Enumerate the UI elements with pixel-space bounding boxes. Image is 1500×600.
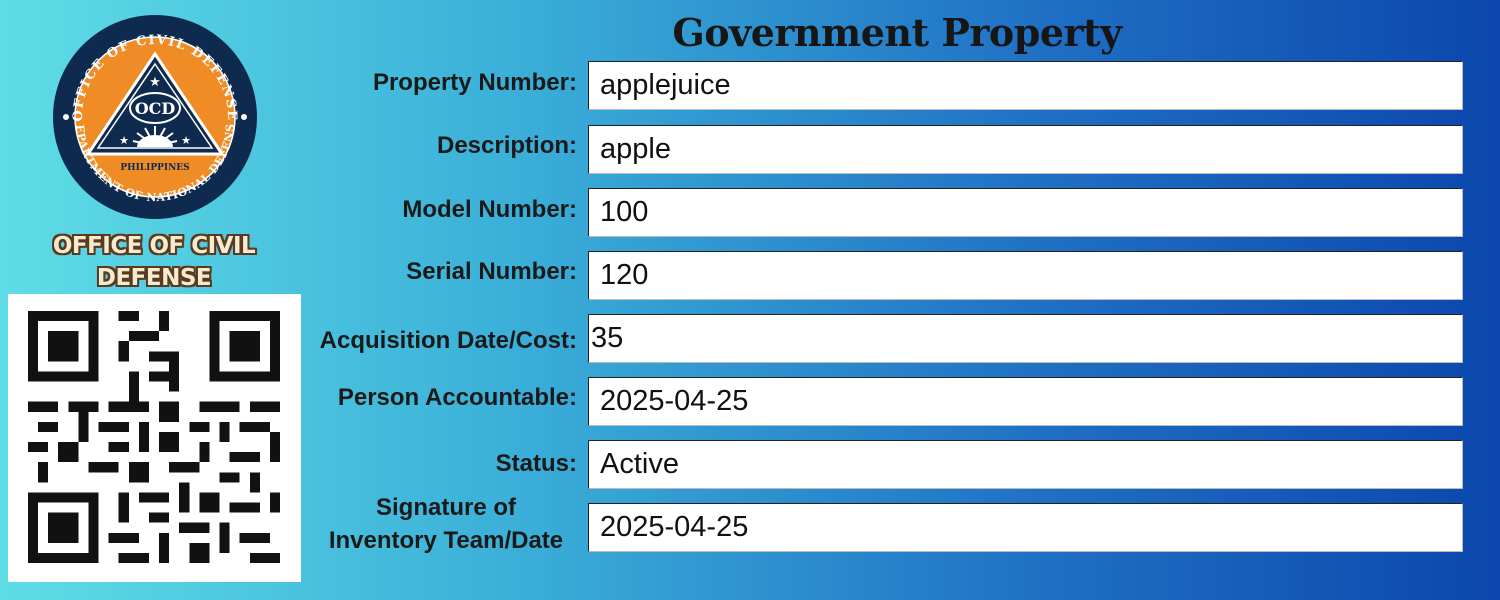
- serial-number-label: Serial Number:: [406, 258, 577, 285]
- model-number-field[interactable]: 100: [588, 188, 1463, 237]
- status-label: Status:: [495, 450, 577, 477]
- property-number-field[interactable]: applejuice: [588, 61, 1463, 110]
- star-icon: ★: [149, 75, 161, 90]
- organization-name-line1: OFFICE OF CIVIL: [52, 233, 256, 259]
- status-field[interactable]: Active: [588, 440, 1463, 489]
- ocd-seal-logo: OFFICE OF CIVIL DEFENSE DEPARTMENT OF NA…: [52, 14, 257, 219]
- person-accountable-label: Person Accountable:: [337, 384, 577, 411]
- signature-inventory-team-date-label: Signature of Inventory Team/Date: [315, 491, 577, 557]
- signature-inventory-team-date-field[interactable]: 2025-04-25: [588, 503, 1463, 552]
- seal-abbreviation: OCD: [135, 99, 176, 118]
- signature-label-line2: Inventory Team/Date: [328, 527, 564, 554]
- signature-label-line1: Signature of: [375, 494, 516, 521]
- model-number-label: Model Number:: [402, 196, 577, 223]
- property-number-label: Property Number:: [372, 69, 577, 96]
- organization-name: OFFICE OF CIVIL DEFENSE: [20, 230, 288, 294]
- seal-country: PHILIPPINES: [120, 163, 189, 173]
- description-label: Description:: [436, 132, 577, 159]
- organization-name-line2: DEFENSE: [96, 265, 212, 291]
- star-icon: ★: [181, 134, 191, 147]
- description-field[interactable]: apple: [588, 125, 1463, 174]
- person-accountable-field[interactable]: 2025-04-25: [588, 377, 1463, 426]
- acquisition-date-cost-label: Acquisition Date/Cost:: [319, 327, 577, 354]
- serial-number-field[interactable]: 120: [588, 251, 1463, 300]
- qr-code-panel: [8, 294, 301, 582]
- page-title: Government Property: [672, 10, 1122, 55]
- star-icon: ★: [119, 134, 129, 147]
- qr-code-icon: [28, 311, 280, 563]
- acquisition-date-cost-field[interactable]: 35: [588, 314, 1463, 363]
